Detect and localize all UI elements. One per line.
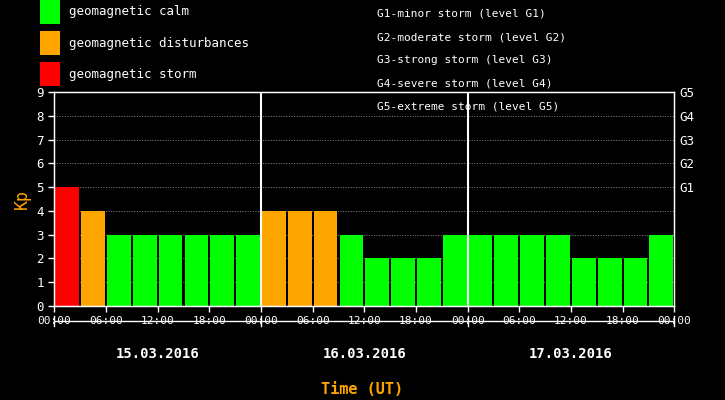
Bar: [107, 235, 130, 306]
Bar: [598, 258, 621, 306]
Text: G3-strong storm (level G3): G3-strong storm (level G3): [377, 56, 552, 66]
Bar: [494, 235, 518, 306]
Bar: [288, 211, 312, 306]
Bar: [521, 235, 544, 306]
Text: G2-moderate storm (level G2): G2-moderate storm (level G2): [377, 32, 566, 42]
Bar: [417, 258, 441, 306]
Bar: [650, 235, 674, 306]
Bar: [624, 258, 647, 306]
Bar: [572, 258, 596, 306]
Text: geomagnetic disturbances: geomagnetic disturbances: [69, 37, 249, 50]
Bar: [55, 187, 79, 306]
Bar: [210, 235, 234, 306]
Text: geomagnetic storm: geomagnetic storm: [69, 68, 196, 81]
Bar: [262, 211, 286, 306]
Text: 16.03.2016: 16.03.2016: [323, 347, 406, 361]
Bar: [339, 235, 363, 306]
Bar: [81, 211, 105, 306]
Text: G1-minor storm (level G1): G1-minor storm (level G1): [377, 9, 546, 19]
Bar: [443, 235, 467, 306]
Y-axis label: Kp: Kp: [13, 189, 31, 209]
Text: G5-extreme storm (level G5): G5-extreme storm (level G5): [377, 102, 559, 112]
Bar: [314, 211, 337, 306]
Text: 15.03.2016: 15.03.2016: [116, 347, 199, 361]
Bar: [133, 235, 157, 306]
Bar: [365, 258, 389, 306]
Text: Time (UT): Time (UT): [321, 382, 404, 398]
Bar: [236, 235, 260, 306]
Bar: [159, 235, 183, 306]
Bar: [546, 235, 570, 306]
Bar: [468, 235, 492, 306]
Text: 17.03.2016: 17.03.2016: [529, 347, 613, 361]
Text: G4-severe storm (level G4): G4-severe storm (level G4): [377, 78, 552, 89]
Bar: [185, 235, 208, 306]
Bar: [392, 258, 415, 306]
Text: geomagnetic calm: geomagnetic calm: [69, 6, 189, 18]
